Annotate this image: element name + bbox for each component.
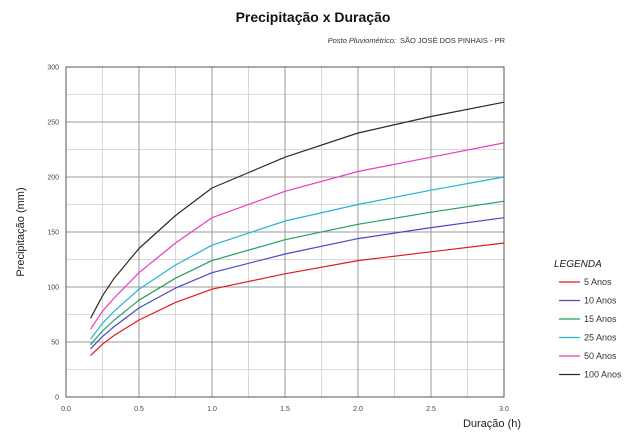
y-axis-label: Precipitação (mm) xyxy=(15,187,27,276)
y-tick-label: 250 xyxy=(47,120,59,127)
y-tick-label: 150 xyxy=(47,230,59,237)
x-tick-label: 0.0 xyxy=(61,406,71,413)
x-tick-label: 3.0 xyxy=(499,406,509,413)
legend: LEGENDA 5 Anos 10 Anos 15 Anos 25 Anos 50 An… xyxy=(554,259,622,380)
legend-label: 5 Anos xyxy=(584,277,612,287)
chart-title: Precipitação x Duração xyxy=(236,9,391,25)
chart-series-layer xyxy=(90,101,505,356)
chart-station: SÃO JOSÉ DOS PINHAIS - PR xyxy=(400,36,506,45)
x-tick-label: 0.5 xyxy=(134,406,144,413)
legend-label: 25 Anos xyxy=(584,333,617,343)
y-tick-label: 100 xyxy=(47,285,59,292)
x-tick-label: 1.0 xyxy=(207,406,217,413)
y-tick-label: 0 xyxy=(55,395,59,402)
chart-grid xyxy=(66,67,504,397)
legend-label: 50 Anos xyxy=(584,351,617,361)
y-tick-label: 200 xyxy=(47,175,59,182)
y-tick-label: 300 xyxy=(47,65,59,72)
series-line xyxy=(90,142,505,330)
legend-label: 100 Anos xyxy=(584,370,622,380)
legend-label: 15 Anos xyxy=(584,314,617,324)
series-line xyxy=(90,242,505,356)
series-line xyxy=(90,200,505,345)
x-tick-label: 2.5 xyxy=(426,406,436,413)
series-line xyxy=(90,176,505,340)
x-axis-label: Duração (h) xyxy=(463,418,521,430)
legend-label: 10 Anos xyxy=(584,296,617,306)
legend-title: LEGENDA xyxy=(554,259,602,270)
x-tick-label: 2.0 xyxy=(353,406,363,413)
plot-area-border xyxy=(65,66,505,398)
series-line xyxy=(90,217,505,350)
y-tick-label: 50 xyxy=(51,340,59,347)
axis-ticks: 0 50 100 150 200 250 300 0.0 0.5 1.0 1.5 2.0 2.5 3.0 xyxy=(47,65,509,414)
series-line xyxy=(90,101,505,319)
x-tick-label: 1.5 xyxy=(280,406,290,413)
chart-subtitle: Posto Pluviométrico: xyxy=(328,36,396,45)
